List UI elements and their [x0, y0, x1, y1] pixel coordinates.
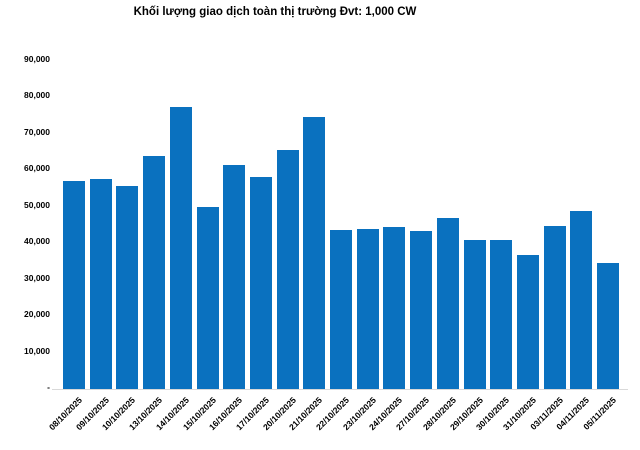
y-axis-tick-label: 10,000	[24, 345, 50, 356]
bar-23/10/2025	[357, 229, 379, 389]
y-axis-tick-label: 20,000	[24, 309, 50, 320]
bar-24/10/2025	[383, 227, 405, 389]
bar-29/10/2025	[464, 240, 486, 389]
y-axis-tick-label: 50,000	[24, 199, 50, 210]
bar-21/10/2025	[303, 117, 325, 389]
bar-28/10/2025	[437, 218, 459, 389]
y-axis-tick-label: 40,000	[24, 236, 50, 247]
bar-20/10/2025	[277, 150, 299, 389]
bar-31/10/2025	[517, 255, 539, 389]
y-axis-tick-label: 90,000	[24, 54, 50, 64]
bar-04/11/2025	[570, 211, 592, 389]
bar-08/10/2025	[63, 181, 85, 389]
bar-09/10/2025	[90, 179, 112, 389]
bar-22/10/2025	[330, 230, 352, 389]
y-axis-tick-label: 80,000	[24, 90, 50, 101]
bar-27/10/2025	[410, 231, 432, 389]
y-axis-tick-label: 70,000	[24, 126, 50, 137]
y-axis-tick-label: 30,000	[24, 272, 50, 283]
bar-13/10/2025	[143, 156, 165, 389]
bar-17/10/2025	[250, 177, 272, 389]
bar-30/10/2025	[490, 240, 512, 389]
y-axis-tick-label: 60,000	[24, 163, 50, 174]
chart-title: Khối lượng giao dịch toàn thị trường Đvt…	[133, 6, 417, 18]
bar-10/10/2025	[116, 186, 138, 389]
bar-16/10/2025	[223, 165, 245, 389]
bar-05/11/2025	[597, 263, 619, 389]
bar-14/10/2025	[170, 107, 192, 389]
bar-03/11/2025	[544, 226, 566, 389]
y-axis-tick-label: -	[47, 382, 50, 392]
x-axis-line	[52, 389, 628, 390]
bar-15/10/2025	[197, 207, 219, 389]
